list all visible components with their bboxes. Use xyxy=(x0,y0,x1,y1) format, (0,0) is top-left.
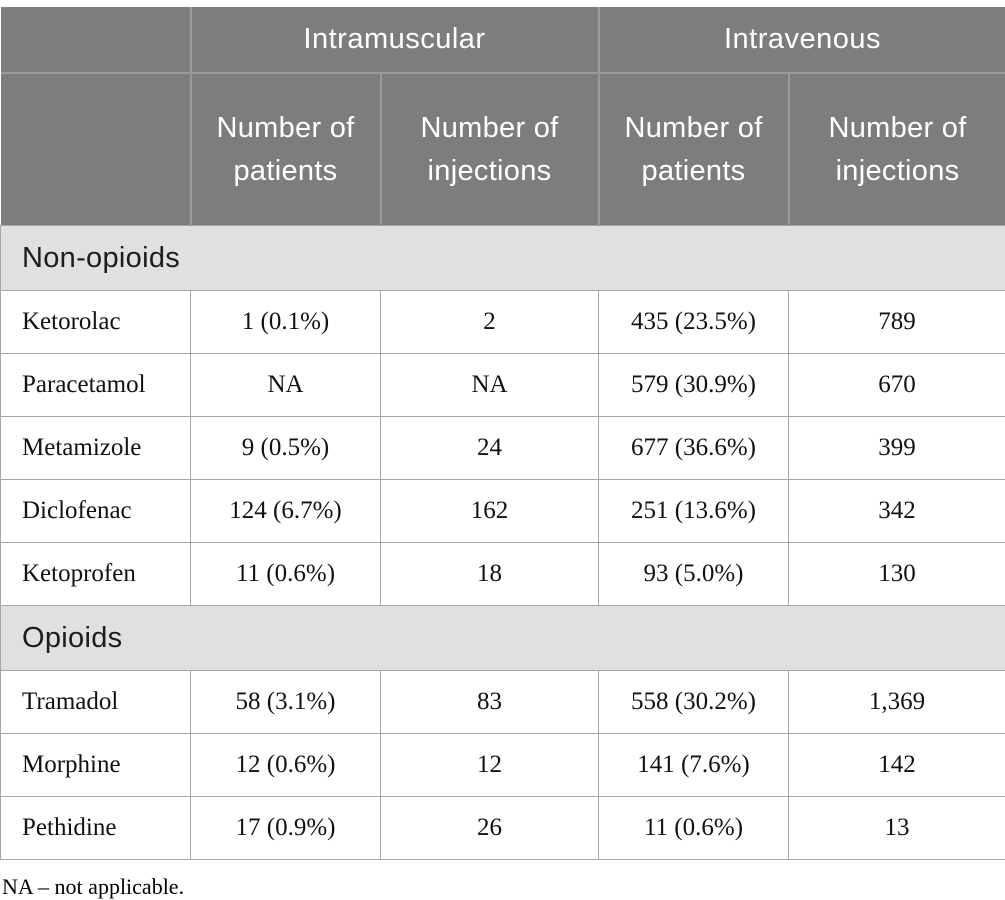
drug-injections-table: Intramuscular Intravenous Number of pati… xyxy=(0,7,1005,860)
drug-name-cell: Paracetamol xyxy=(1,354,191,417)
section-header-row: Non-opioids xyxy=(1,226,1005,291)
value-cell: 17 (0.9%) xyxy=(191,797,381,860)
drug-name-cell: Ketoprofen xyxy=(1,543,191,606)
drug-name-cell: Diclofenac xyxy=(1,480,191,543)
value-cell: 435 (23.5%) xyxy=(599,291,789,354)
subheader-im-injections: Number of injections xyxy=(381,73,599,226)
footnote: NA – not applicable. xyxy=(0,874,1005,900)
value-cell: 11 (0.6%) xyxy=(599,797,789,860)
value-cell: 130 xyxy=(789,543,1005,606)
value-cell: 83 xyxy=(381,671,599,734)
section-label: Non-opioids xyxy=(1,226,1005,291)
value-cell: 1 (0.1%) xyxy=(191,291,381,354)
drug-name-cell: Ketorolac xyxy=(1,291,191,354)
subheader-iv-patients: Number of patients xyxy=(599,73,789,226)
value-cell: 251 (13.6%) xyxy=(599,480,789,543)
subheader-iv-injections: Number of injections xyxy=(789,73,1005,226)
value-cell: 58 (3.1%) xyxy=(191,671,381,734)
value-cell: 26 xyxy=(381,797,599,860)
value-cell: 18 xyxy=(381,543,599,606)
value-cell: 142 xyxy=(789,734,1005,797)
value-cell: NA xyxy=(191,354,381,417)
corner-cell-top xyxy=(1,7,191,73)
value-cell: 9 (0.5%) xyxy=(191,417,381,480)
value-cell: 12 xyxy=(381,734,599,797)
value-cell: 399 xyxy=(789,417,1005,480)
section-label: Opioids xyxy=(1,606,1005,671)
group-header-row: Intramuscular Intravenous xyxy=(1,7,1005,73)
value-cell: 789 xyxy=(789,291,1005,354)
value-cell: 13 xyxy=(789,797,1005,860)
drug-name-cell: Tramadol xyxy=(1,671,191,734)
sub-header-row: Number of patients Number of injections … xyxy=(1,73,1005,226)
value-cell: 93 (5.0%) xyxy=(599,543,789,606)
value-cell: 579 (30.9%) xyxy=(599,354,789,417)
value-cell: 342 xyxy=(789,480,1005,543)
value-cell: NA xyxy=(381,354,599,417)
drug-name-cell: Metamizole xyxy=(1,417,191,480)
subheader-im-patients: Number of patients xyxy=(191,73,381,226)
group-header-intravenous: Intravenous xyxy=(599,7,1005,73)
section-header-row: Opioids xyxy=(1,606,1005,671)
drug-name-cell: Pethidine xyxy=(1,797,191,860)
table-header: Intramuscular Intravenous Number of pati… xyxy=(1,7,1005,226)
value-cell: 558 (30.2%) xyxy=(599,671,789,734)
value-cell: 677 (36.6%) xyxy=(599,417,789,480)
group-header-intramuscular: Intramuscular xyxy=(191,7,599,73)
value-cell: 141 (7.6%) xyxy=(599,734,789,797)
corner-cell-bottom xyxy=(1,73,191,226)
drug-name-cell: Morphine xyxy=(1,734,191,797)
value-cell: 1,369 xyxy=(789,671,1005,734)
value-cell: 12 (0.6%) xyxy=(191,734,381,797)
value-cell: 2 xyxy=(381,291,599,354)
value-cell: 162 xyxy=(381,480,599,543)
value-cell: 670 xyxy=(789,354,1005,417)
value-cell: 11 (0.6%) xyxy=(191,543,381,606)
value-cell: 124 (6.7%) xyxy=(191,480,381,543)
value-cell: 24 xyxy=(381,417,599,480)
